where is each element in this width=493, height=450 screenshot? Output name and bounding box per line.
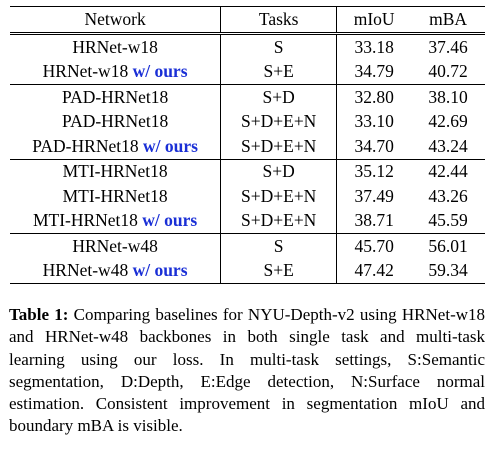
cell-mba: 42.69 xyxy=(428,111,468,131)
results-table: Network Tasks mIoU mBA HRNet-w18 S 33.18 37… xyxy=(10,6,485,284)
ours-tag: w/ ours xyxy=(142,210,198,230)
cell-network: MTI-HRNet18 xyxy=(10,184,222,209)
cell-tasks: S+D xyxy=(220,158,338,184)
cell-tasks: S xyxy=(220,33,338,60)
cell-mba: 43.24 xyxy=(428,135,468,156)
network-name: MTI-HRNet18 xyxy=(62,161,168,181)
network-name: MTI-HRNet18 xyxy=(32,210,138,230)
cell-mba: 43.26 xyxy=(428,185,468,206)
caption-label: Table 1: xyxy=(9,305,69,324)
table-row: HRNet-w18 S 33.18 37.46 xyxy=(10,33,485,60)
table-row: HRNet-w48 w/ ours S+E 47.42 59.34 xyxy=(10,258,485,284)
cell-miou: 33.18 xyxy=(336,33,412,60)
network-name: PAD-HRNet18 xyxy=(32,135,139,156)
ours-tag: w/ ours xyxy=(132,260,188,280)
cell-tasks: S xyxy=(220,233,338,259)
network-name: HRNet-w18 xyxy=(42,61,129,81)
cell-tasks: S+E xyxy=(220,258,338,284)
cell-network: HRNet-w18 w/ ours xyxy=(10,59,222,85)
cell-network: MTI-HRNet18 w/ ours xyxy=(10,208,222,234)
cell-miou: 34.79 xyxy=(354,61,394,81)
header-miou: mIoU xyxy=(353,8,395,29)
header-row: Network Tasks mIoU mBA xyxy=(10,6,485,34)
cell-mba: 42.44 xyxy=(411,158,485,184)
table-row: MTI-HRNet18 w/ ours S+D+E+N 38.71 45.59 xyxy=(10,208,485,234)
cell-mba: 56.01 xyxy=(411,233,485,259)
network-name: MTI-HRNet18 xyxy=(62,185,168,206)
cell-miou: 32.80 xyxy=(336,84,412,110)
network-name: HRNet-w18 xyxy=(72,36,158,57)
ours-tag: w/ ours xyxy=(142,135,198,156)
cell-mba: 59.34 xyxy=(411,258,485,284)
caption-text: Comparing baselines for NYU-Depth-v2 usi… xyxy=(9,305,486,436)
table-row: HRNet-w18 w/ ours S+E 34.79 40.72 xyxy=(10,59,485,85)
cell-network: HRNet-w48 w/ ours xyxy=(10,258,222,284)
cell-network: HRNet-w48 xyxy=(10,233,222,259)
cell-mba: 40.72 xyxy=(428,61,468,81)
table-row: PAD-HRNet18 S+D+E+N 33.10 42.69 xyxy=(10,109,485,134)
cell-network: HRNet-w18 xyxy=(10,33,222,60)
network-name: PAD-HRNet18 xyxy=(61,111,169,131)
cell-network: PAD-HRNet18 xyxy=(10,84,222,110)
network-name: PAD-HRNet18 xyxy=(61,86,169,107)
cell-miou: 37.49 xyxy=(354,185,394,206)
cell-mba: 37.46 xyxy=(411,33,485,60)
table-row: MTI-HRNet18 S+D+E+N 37.49 43.26 xyxy=(10,184,485,209)
cell-miou: 45.70 xyxy=(336,233,412,259)
table-row: PAD-HRNet18 S+D 32.80 38.10 xyxy=(10,84,485,110)
table-body: HRNet-w18 S 33.18 37.46 HRNet-w18 w/ ours S+E… xyxy=(10,33,485,284)
header-mba: mBA xyxy=(429,8,468,29)
cell-miou: 38.71 xyxy=(354,210,394,230)
cell-network: PAD-HRNet18 xyxy=(10,109,222,134)
cell-miou: 47.42 xyxy=(336,258,412,284)
cell-miou: 35.12 xyxy=(336,158,412,184)
cell-tasks: S+D+E+N xyxy=(220,208,338,234)
table-row: HRNet-w48 S 45.70 56.01 xyxy=(10,233,485,259)
table-caption: Table 1: Comparing baselines for NYU-Dep… xyxy=(9,304,485,438)
cell-tasks: S+E xyxy=(220,59,338,85)
header-network: Network xyxy=(10,6,222,34)
cell-tasks: S+D xyxy=(220,84,338,110)
ours-tag: w/ ours xyxy=(132,61,188,81)
cell-mba: 45.59 xyxy=(428,210,468,230)
cell-network: MTI-HRNet18 xyxy=(10,158,222,184)
cell-mba: 38.10 xyxy=(411,84,485,110)
cell-miou: 34.70 xyxy=(354,135,394,156)
cell-tasks: S+D+E+N xyxy=(220,184,338,209)
header-tasks: Tasks xyxy=(220,6,338,34)
network-name: HRNet-w48 xyxy=(42,260,129,280)
cell-tasks: S+D+E+N xyxy=(220,134,338,159)
cell-tasks: S+D+E+N xyxy=(220,109,338,134)
table-row: MTI-HRNet18 S+D 35.12 42.44 xyxy=(10,158,485,184)
network-name: HRNet-w48 xyxy=(72,235,158,256)
cell-miou: 33.10 xyxy=(354,111,394,131)
cell-network: PAD-HRNet18 w/ ours xyxy=(10,134,222,159)
table-row: PAD-HRNet18 w/ ours S+D+E+N 34.70 43.24 xyxy=(10,134,485,159)
